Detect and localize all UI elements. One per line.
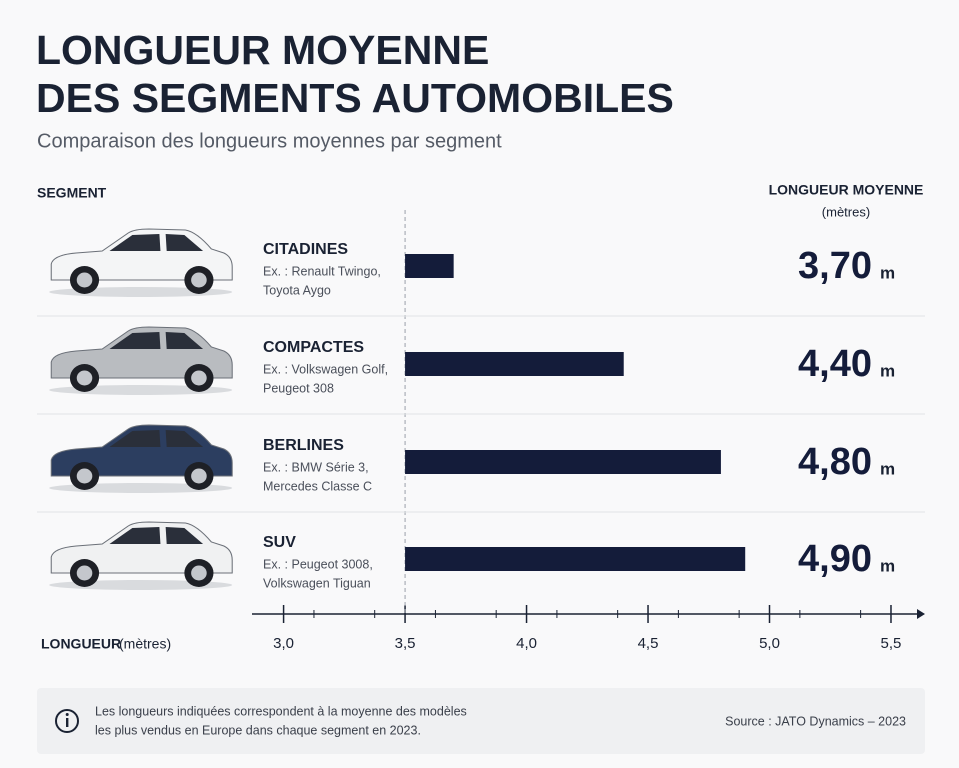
category-example: Ex. : Volkswagen Golf, <box>263 362 388 376</box>
subtitle: Comparaison des longueurs moyennes par s… <box>37 130 502 152</box>
car-rim <box>76 565 93 581</box>
car-windows <box>109 527 204 544</box>
category-label: COMPACTES <box>263 339 364 356</box>
car-rim <box>191 565 207 581</box>
category-example: Mercedes Classe C <box>263 479 372 493</box>
car-illustration <box>49 228 233 297</box>
category-example: Ex. : Renault Twingo, <box>263 264 381 278</box>
value-unit: m <box>880 263 895 282</box>
car-rim <box>191 468 207 484</box>
car-illustration <box>49 521 233 590</box>
car-rim <box>76 370 93 386</box>
car-rim <box>76 468 93 484</box>
source: Source : JATO Dynamics – 2023 <box>725 714 906 728</box>
value-unit: m <box>880 459 895 478</box>
value-unit: m <box>880 361 895 380</box>
x-axis-label: LONGUEUR <box>41 636 121 652</box>
car-illustration <box>49 424 233 493</box>
chart-title: DES SEGMENTS AUTOMOBILES <box>36 75 674 121</box>
x-axis-unit: (mètres) <box>119 636 171 652</box>
car-illustration <box>49 326 233 395</box>
car-windows <box>109 332 204 349</box>
category-example: Toyota Aygo <box>263 283 331 297</box>
category-example: Ex. : BMW Série 3, <box>263 460 369 474</box>
note: les plus vendus en Europe dans chaque se… <box>95 723 421 737</box>
category-example: Ex. : Peugeot 3008, <box>263 557 373 571</box>
value-label: 4,40 <box>798 343 872 385</box>
car-rim <box>191 370 207 386</box>
value-label: 3,70 <box>798 245 872 287</box>
category-example: Volkswagen Tiguan <box>263 576 371 590</box>
car-rim <box>76 272 93 288</box>
bar <box>405 254 454 278</box>
category-header: SEGMENT <box>37 185 107 201</box>
value-header-unit: (mètres) <box>822 204 870 219</box>
bar <box>405 450 721 474</box>
car-windows <box>109 234 204 251</box>
x-tick-label: 5,5 <box>881 635 902 652</box>
x-axis-arrow <box>917 609 925 619</box>
category-label: CITADINES <box>263 241 348 258</box>
bar <box>405 547 746 571</box>
category-label: SUV <box>263 534 296 551</box>
bar <box>405 352 624 376</box>
car-rim <box>191 272 207 288</box>
note: Les longueurs indiquées correspondent à … <box>95 704 467 718</box>
car-windows <box>109 430 204 447</box>
category-example: Peugeot 308 <box>263 381 334 395</box>
note-box <box>37 688 925 754</box>
value-label: 4,90 <box>798 538 872 580</box>
chart-title: LONGUEUR MOYENNE <box>36 27 489 73</box>
info-icon <box>66 718 69 727</box>
category-label: BERLINES <box>263 437 344 454</box>
value-label: 4,80 <box>798 441 872 483</box>
x-tick-label: 3,0 <box>273 635 294 652</box>
x-tick-label: 5,0 <box>759 635 780 652</box>
x-tick-label: 4,5 <box>638 635 659 652</box>
x-tick-label: 4,0 <box>516 635 537 652</box>
value-unit: m <box>880 556 895 575</box>
info-icon <box>65 713 69 716</box>
value-header: LONGUEUR MOYENNE <box>769 182 924 198</box>
info-icon <box>55 709 79 733</box>
x-tick-label: 3,5 <box>395 635 416 652</box>
